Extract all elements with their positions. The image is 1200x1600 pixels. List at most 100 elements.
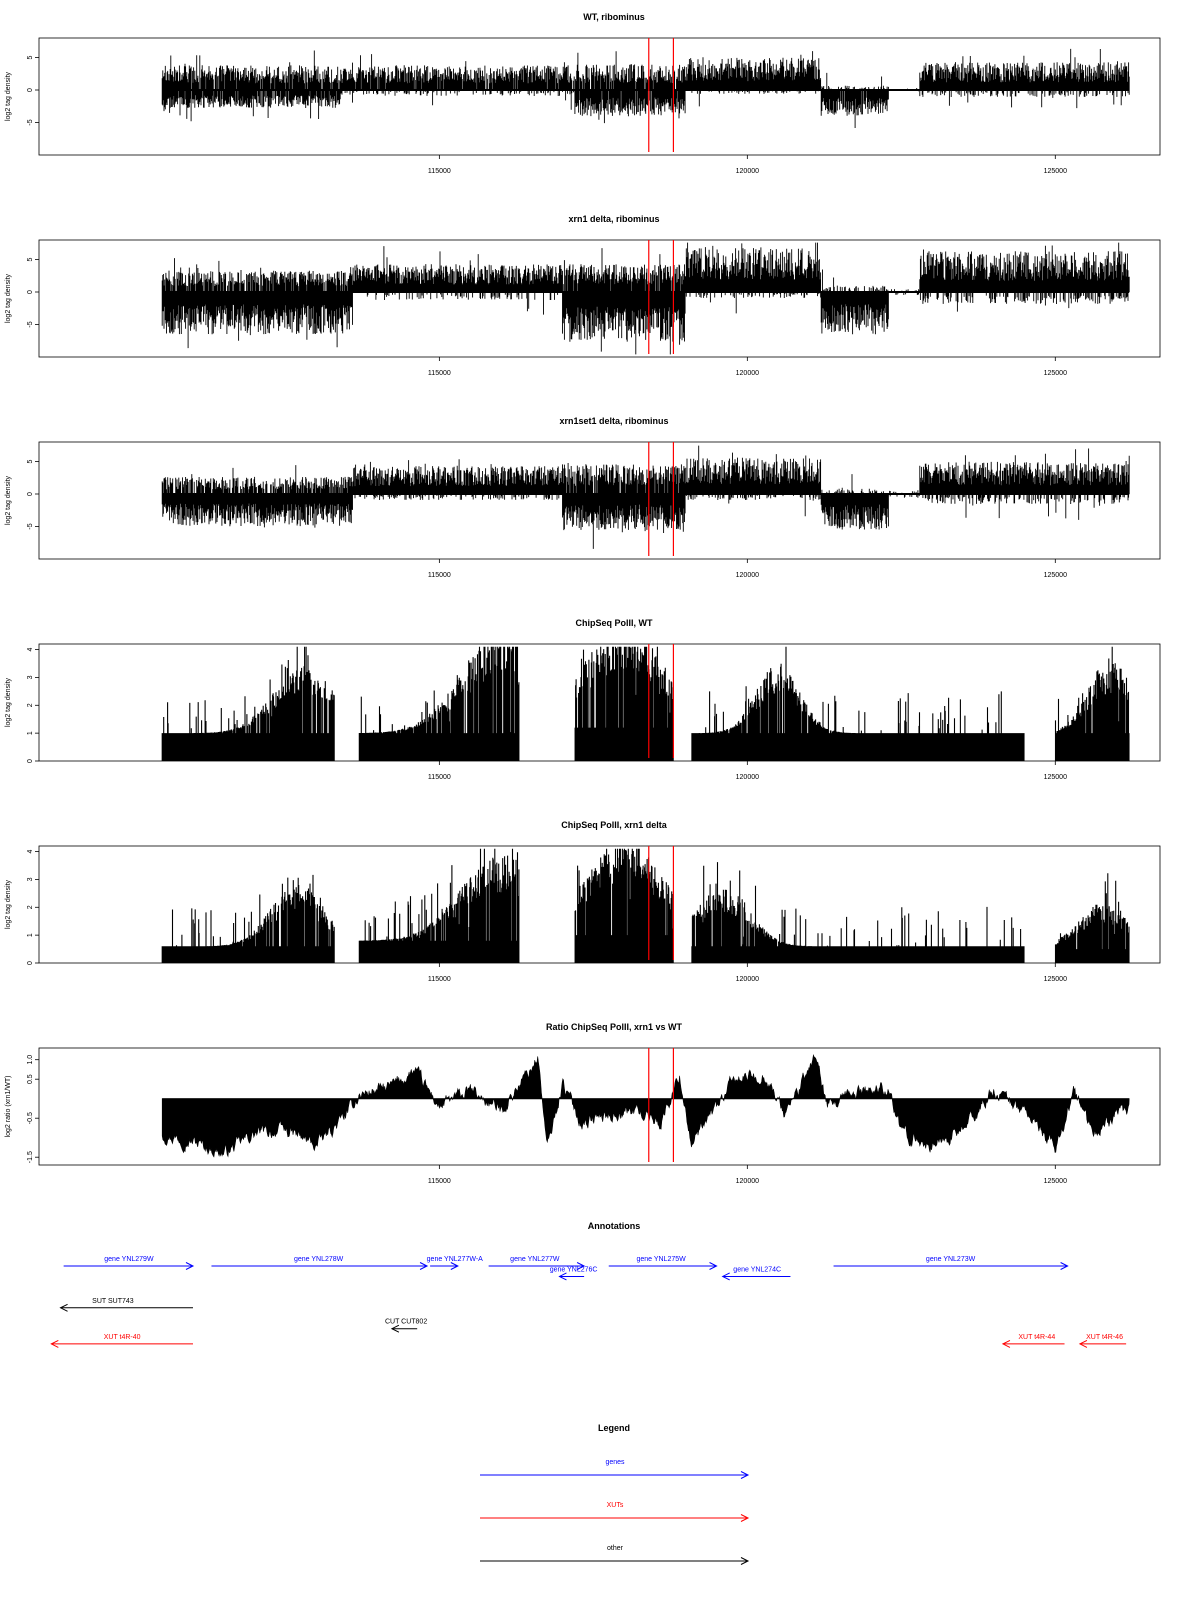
panel-title: xrn1set1 delta, ribominus	[559, 416, 668, 426]
y-tick-label: 3	[27, 675, 34, 679]
y-tick-label: -0.5	[27, 1112, 34, 1124]
legend-label: other	[607, 1545, 624, 1552]
y-tick-label: 0	[27, 961, 34, 965]
y-tick-label: 0	[27, 88, 34, 92]
y-tick-label: 0	[27, 759, 34, 763]
annotation-label: SUT SUT743	[92, 1298, 134, 1305]
y-axis-label: log2 tag density	[5, 475, 12, 525]
legend-group: Legend genes XUTs other	[480, 1423, 750, 1565]
x-tick-label: 120000	[736, 976, 759, 983]
arrow-head	[709, 1262, 718, 1270]
arrow-head	[450, 1262, 459, 1270]
annotation-label: CUT CUT802	[385, 1319, 427, 1326]
legend-title: Legend	[598, 1423, 630, 1433]
y-tick-label: 4	[27, 648, 34, 652]
annotation-label: gene YNL277W-A	[427, 1256, 483, 1263]
panel-title: ChipSeq PolII, WT	[576, 618, 653, 628]
panel-title: Ratio ChipSeq PolII, xrn1 vs WT	[546, 1022, 683, 1032]
arrow-head	[185, 1262, 195, 1270]
y-tick-label: 0	[27, 492, 34, 496]
x-tick-label: 120000	[736, 370, 759, 377]
panel-data	[161, 848, 1130, 963]
panel-6: Ratio ChipSeq PolII, xrn1 vs WT log2 rati…	[5, 1022, 1161, 1185]
y-axis-label: log2 tag density	[5, 273, 12, 323]
legend-label: XUTs	[607, 1502, 624, 1509]
x-tick-label: 125000	[1044, 370, 1067, 377]
panel-frame	[38, 37, 1161, 156]
y-tick-label: 5	[27, 459, 34, 463]
x-tick-label: 115000	[428, 370, 451, 377]
annotation-label: gene YNL278W	[294, 1256, 344, 1263]
y-axis-label: log2 tag density	[5, 879, 12, 929]
annotation-arrow-gene	[608, 1262, 718, 1270]
x-tick-label: 125000	[1044, 572, 1067, 579]
arrow-head	[558, 1272, 567, 1281]
x-tick-label: 115000	[428, 774, 451, 781]
x-tick-label: 120000	[736, 572, 759, 579]
negative-strand-bars	[161, 292, 1129, 355]
y-axis-label: log2 tag density	[5, 677, 12, 727]
y-axis-label: log2 ratio (xrn1/WT)	[5, 1076, 12, 1138]
annotation-arrow-other	[390, 1324, 418, 1333]
annotation-features: gene YNL279W gene YNL278W gene YNL277W-A ge…	[50, 1256, 1127, 1348]
annotation-arrow-xut	[1078, 1339, 1127, 1348]
positive-strand-bars	[161, 445, 1130, 494]
x-tick-label: 120000	[736, 168, 759, 175]
negative-strand-bars	[161, 494, 1130, 549]
arrow-head	[1078, 1339, 1088, 1348]
panel-5: ChipSeq PolII, xrn1 delta log2 tag densit…	[5, 820, 1161, 983]
annotation-arrow-gene	[63, 1262, 195, 1270]
y-tick-label: 4	[27, 850, 34, 854]
annotation-label: gene YNL275W	[636, 1256, 686, 1263]
legend-arrow-other	[480, 1557, 750, 1565]
arrow-head	[740, 1557, 750, 1565]
arrow-head	[740, 1514, 750, 1522]
y-tick-label: -5	[27, 321, 34, 327]
annotation-arrow-other	[59, 1303, 193, 1312]
x-tick-label: 125000	[1044, 976, 1067, 983]
annotation-arrow-xut	[1001, 1339, 1065, 1348]
x-tick-label: 115000	[428, 168, 451, 175]
annotation-label: gene YNL276C	[550, 1266, 598, 1273]
panel-title: xrn1 delta, ribominus	[568, 214, 659, 224]
panel-frame	[38, 441, 1161, 560]
annotation-label: gene YNL274C	[733, 1266, 781, 1273]
annotation-label: gene YNL273W	[926, 1256, 976, 1263]
density-bars	[161, 848, 1130, 963]
annotation-label: XUT t4R-44	[1018, 1334, 1055, 1341]
y-tick-label: 2	[27, 703, 34, 707]
density-bars	[161, 646, 1130, 761]
legend-items: genes XUTs other	[480, 1459, 750, 1565]
arrow-head	[1060, 1262, 1069, 1270]
panel-data	[161, 242, 1130, 355]
x-tick-label: 115000	[428, 572, 451, 579]
y-tick-label: 2	[27, 905, 34, 909]
annotation-label: gene YNL279W	[104, 1256, 154, 1263]
panel-data	[161, 1053, 1130, 1158]
arrow-head	[390, 1324, 400, 1333]
panel-data	[161, 48, 1130, 128]
arrow-head	[740, 1471, 750, 1479]
arrow-head	[721, 1272, 730, 1281]
y-tick-label: 1	[27, 933, 34, 937]
panel-1: WT, ribominus log2 tag density 5 0 -5 115000 1…	[5, 12, 1161, 175]
y-tick-label: -1.5	[27, 1151, 34, 1163]
negative-strand-bars	[161, 90, 1130, 128]
annotation-label: XUT t4R-40	[104, 1334, 141, 1341]
arrow-head	[59, 1303, 68, 1312]
annotation-arrow-gene	[721, 1272, 791, 1281]
annotation-arrow-gene	[833, 1262, 1069, 1270]
y-tick-label: 1.0	[27, 1055, 34, 1065]
panel-frame	[38, 1047, 1161, 1166]
annotation-label: gene YNL277W	[510, 1256, 560, 1263]
x-tick-label: 120000	[736, 1178, 759, 1185]
annotation-arrow-gene	[430, 1262, 459, 1270]
panel-title: WT, ribominus	[583, 12, 645, 22]
panel-4: ChipSeq PolII, WT log2 tag density 0 1 2 3 4 11…	[5, 618, 1161, 781]
x-tick-label: 125000	[1044, 774, 1067, 781]
legend-label: genes	[605, 1459, 625, 1466]
panel-2: xrn1 delta, ribominus log2 tag density 5 0 -…	[5, 214, 1161, 377]
y-tick-label: 1	[27, 731, 34, 735]
panel-data	[161, 646, 1130, 761]
